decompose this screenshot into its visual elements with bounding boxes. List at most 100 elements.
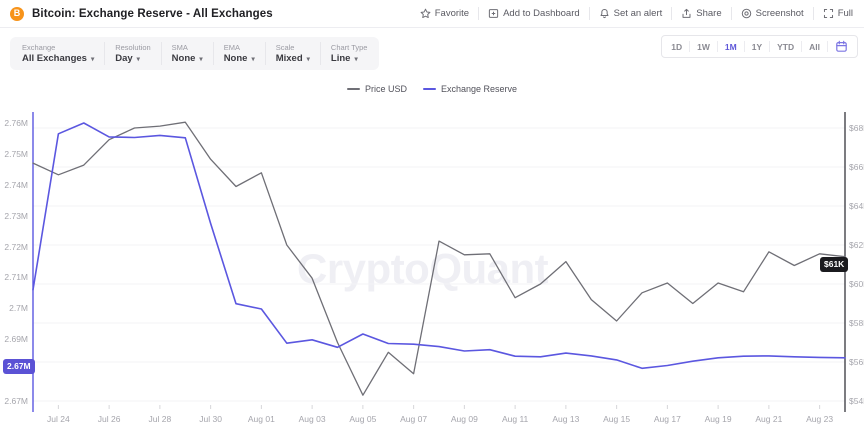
share-label: Share: [696, 8, 722, 19]
range-1y-button[interactable]: 1Y: [745, 42, 769, 52]
share-icon: [682, 8, 691, 18]
x-axis-tick: Aug 07: [400, 414, 428, 424]
x-axis-tick: Aug 21: [755, 414, 783, 424]
header-divider: [812, 7, 814, 20]
favorite-label: Favorite: [434, 8, 470, 19]
range-divider: [769, 41, 771, 52]
screenshot-label: Screenshot: [755, 8, 804, 19]
header-divider: [671, 7, 673, 20]
set-alert-label: Set an alert: [613, 8, 663, 19]
range-divider: [827, 41, 828, 52]
chevron-down-icon: ▾: [136, 55, 140, 63]
toolbar-divider: [212, 42, 214, 65]
price-series-swatch: [346, 88, 360, 90]
y-axis-tick-right: $54K: [849, 396, 864, 406]
dashboard-icon: [488, 9, 499, 18]
page-title: Bitcoin: Exchange Reserve - All Exchange…: [32, 7, 273, 20]
ema-value: None: [223, 53, 248, 64]
chart-header: B Bitcoin: Exchange Reserve - All Exchan…: [0, 0, 864, 28]
y-axis-right-labels: $68K $66K $64K $62K $60K $58K $56K $54K: [849, 0, 864, 432]
x-axis-tick: Aug 03: [298, 414, 326, 424]
fullscreen-label: Full: [837, 8, 853, 19]
x-axis-tick: Jul 26: [97, 414, 121, 424]
y-axis-tick-right: $66K: [849, 162, 864, 172]
y-axis-tick-left: 2.67M: [4, 396, 28, 406]
header-divider: [478, 7, 480, 20]
header-divider: [588, 7, 590, 20]
chevron-down-icon: ▾: [306, 55, 310, 63]
star-icon: [420, 8, 431, 19]
range-1m-button[interactable]: 1M: [718, 42, 744, 52]
exchange-dropdown[interactable]: Exchange All Exchanges ▾: [12, 37, 104, 70]
range-divider: [801, 41, 803, 52]
y-axis-tick-left: 2.76M: [4, 118, 28, 128]
x-axis-tick: Aug 13: [552, 414, 580, 424]
reserve-series-swatch: [422, 88, 436, 90]
x-axis-tick: Aug 17: [653, 414, 681, 424]
sma-value: None: [171, 53, 196, 64]
range-all-button[interactable]: All: [802, 42, 827, 52]
chart-type-value: Line: [330, 53, 351, 64]
y-axis-tick-right: $60K: [849, 279, 864, 289]
range-1w-button[interactable]: 1W: [690, 42, 717, 52]
header-actions: Favorite Add to Dashboard Set an alert S…: [411, 7, 862, 20]
price-series-label: Price USD: [364, 84, 407, 94]
x-axis-tick: Aug 23: [806, 414, 834, 424]
x-axis-tick: Aug 19: [704, 414, 732, 424]
exchange-value: All Exchanges: [22, 53, 87, 64]
legend-item-price[interactable]: Price USD: [346, 84, 407, 94]
resolution-label: Resolution: [115, 43, 151, 52]
toolbar-divider: [160, 42, 162, 65]
resolution-dropdown[interactable]: Resolution Day ▾: [105, 37, 160, 70]
chevron-down-icon: ▾: [354, 55, 358, 63]
x-axis-tick: Aug 05: [349, 414, 377, 424]
range-divider: [689, 41, 691, 52]
y-axis-tick-left: 2.69M: [4, 334, 28, 345]
y-axis-tick-right: $64K: [849, 201, 864, 211]
watermark: CryptoQuant: [297, 245, 549, 292]
y-axis-tick-left: 2.73M: [4, 210, 28, 221]
x-axis-tick: Aug 11: [501, 414, 529, 424]
add-to-dashboard-label: Add to Dashboard: [503, 8, 580, 19]
add-to-dashboard-button[interactable]: Add to Dashboard: [479, 8, 589, 19]
resolution-value: Day: [115, 53, 133, 64]
x-axis-tick: Jul 30: [199, 414, 222, 424]
ema-dropdown[interactable]: EMA None ▾: [214, 37, 265, 70]
sma-dropdown[interactable]: SMA None ▾: [162, 37, 213, 70]
header-divider: [730, 7, 732, 20]
chart-type-dropdown[interactable]: Chart Type Line ▾: [321, 37, 378, 70]
favorite-button[interactable]: Favorite: [411, 8, 478, 19]
y-axis-tick-left: 2.75M: [4, 148, 28, 159]
scale-value: Mixed: [275, 53, 303, 64]
chevron-down-icon: ▾: [251, 55, 255, 63]
toolbar-divider: [264, 42, 266, 65]
toolbar-divider: [319, 42, 321, 65]
y-axis-tick-left: 2.71M: [4, 272, 28, 283]
scale-label: Scale: [275, 43, 295, 52]
legend-item-reserve[interactable]: Exchange Reserve: [422, 84, 517, 94]
y-axis-tick-right: $62K: [849, 240, 864, 250]
x-axis-tick: Jul 24: [47, 414, 70, 424]
range-ytd-button[interactable]: YTD: [770, 42, 801, 52]
time-range-selector: 1D 1W 1M 1Y YTD All: [661, 35, 858, 58]
set-alert-button[interactable]: Set an alert: [590, 8, 672, 19]
y-axis-tick-left: 2.74M: [4, 179, 28, 190]
chart-title-group: B Bitcoin: Exchange Reserve - All Exchan…: [10, 6, 273, 21]
chart-settings-toolbar: Exchange All Exchanges ▾ Resolution Day ▾ …: [10, 37, 380, 70]
scale-dropdown[interactable]: Scale Mixed ▾: [266, 37, 320, 70]
fullscreen-button[interactable]: Full: [814, 8, 862, 19]
exchange-label: Exchange: [22, 43, 56, 52]
range-1d-button[interactable]: 1D: [664, 42, 689, 52]
bitcoin-icon: B: [10, 6, 24, 21]
x-axis-tick: Aug 01: [247, 414, 275, 424]
reserve-value-badge: 2.67M: [3, 359, 35, 374]
x-axis-tick: Jul 28: [148, 414, 172, 424]
screenshot-button[interactable]: Screenshot: [732, 8, 813, 19]
custom-date-button[interactable]: [828, 40, 855, 53]
share-button[interactable]: Share: [672, 8, 730, 19]
chart-type-label: Chart Type: [330, 43, 368, 52]
y-axis-tick-left: 2.7M: [9, 303, 28, 314]
x-axis-tick: Aug 15: [603, 414, 631, 424]
y-axis-tick-right: $68K: [849, 123, 864, 133]
